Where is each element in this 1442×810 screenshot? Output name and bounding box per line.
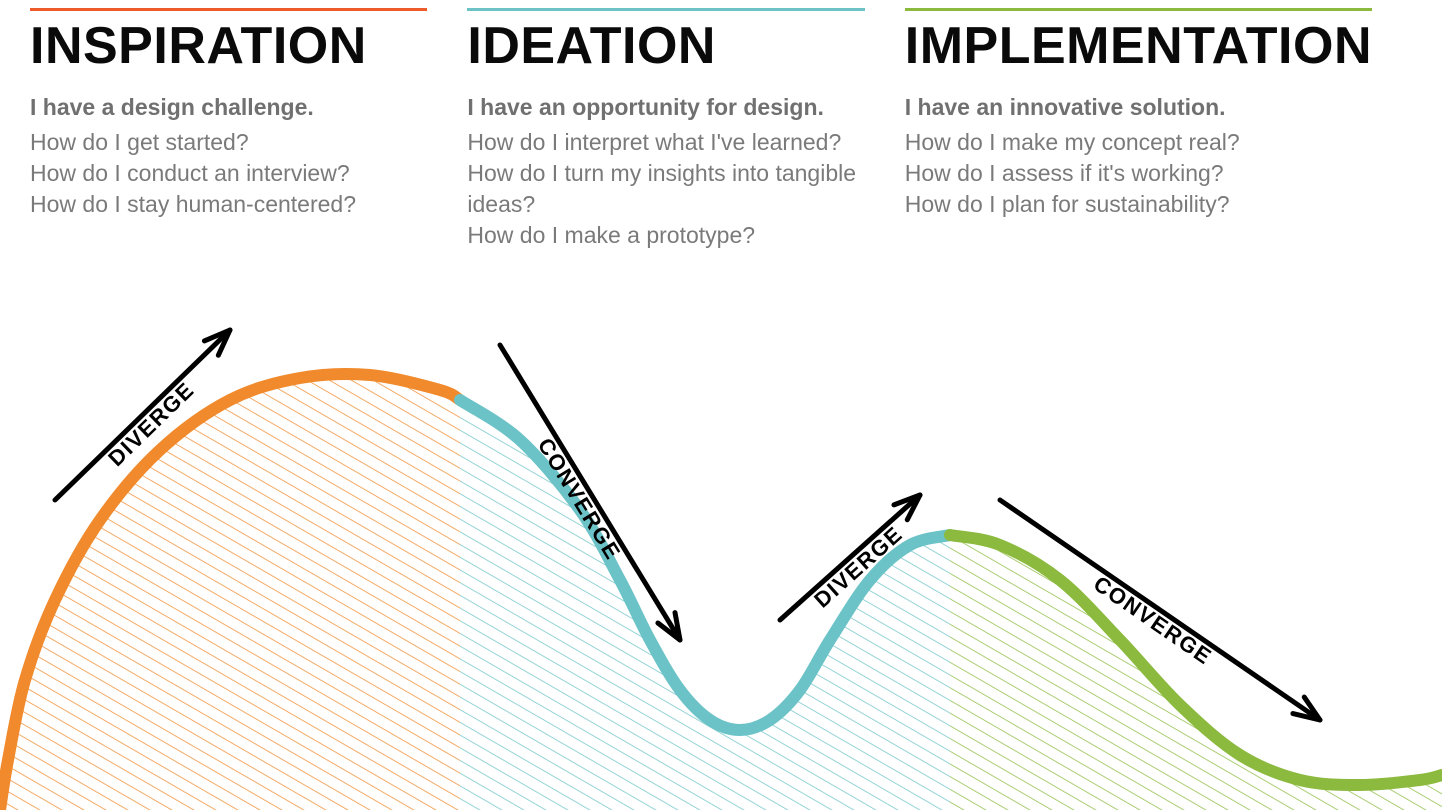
arrow-label: DIVERGE [103,377,199,471]
phase-question: How do I make my concept real? [905,127,1372,158]
phase-col-inspiration: INSPIRATION I have a design challenge. H… [30,0,467,251]
arrow-label: CONVERGE [533,434,626,565]
phase-question: How do I plan for sustainability? [905,189,1372,220]
phase-rule [467,8,864,11]
arrow-shaft [55,330,230,500]
arrow-label: DIVERGE [809,521,907,613]
phase-rule [905,8,1372,11]
phase-lead: I have an innovative solution. [905,92,1372,123]
phase-question: How do I conduct an interview? [30,158,427,189]
phase-lead: I have a design challenge. [30,92,427,123]
phase-title: IMPLEMENTATION [905,19,1372,74]
arrow-head-icon [894,495,920,520]
phase-title: INSPIRATION [30,19,427,74]
arrow-shaft [500,345,680,640]
wave-stroke-1 [460,400,950,730]
phase-columns: INSPIRATION I have a design challenge. H… [0,0,1442,251]
arrow-head-icon [204,330,230,355]
phase-question: How do I interpret what I've learned? [467,127,864,158]
phase-question: How do I stay human-centered? [30,189,427,220]
phase-title: IDEATION [467,19,864,74]
arrow-shaft [1000,500,1320,720]
phase-question: How do I get started? [30,127,427,158]
wave-stroke-2 [950,535,1442,785]
wave-stroke-0 [0,374,460,810]
phase-question: How do I assess if it's working? [905,158,1372,189]
phase-col-ideation: IDEATION I have an opportunity for desig… [467,0,904,251]
phase-question: How do I turn my insights into tangible … [467,158,864,220]
phase-question: How do I make a prototype? [467,220,864,251]
phase-lead: I have an opportunity for design. [467,92,864,123]
arrow-label: CONVERGE [1089,571,1217,670]
arrow-shaft [780,495,920,620]
phase-rule [30,8,427,11]
phase-col-implementation: IMPLEMENTATION I have an innovative solu… [905,0,1412,251]
arrow-head-icon [1293,697,1320,720]
arrow-head-icon [658,613,680,640]
